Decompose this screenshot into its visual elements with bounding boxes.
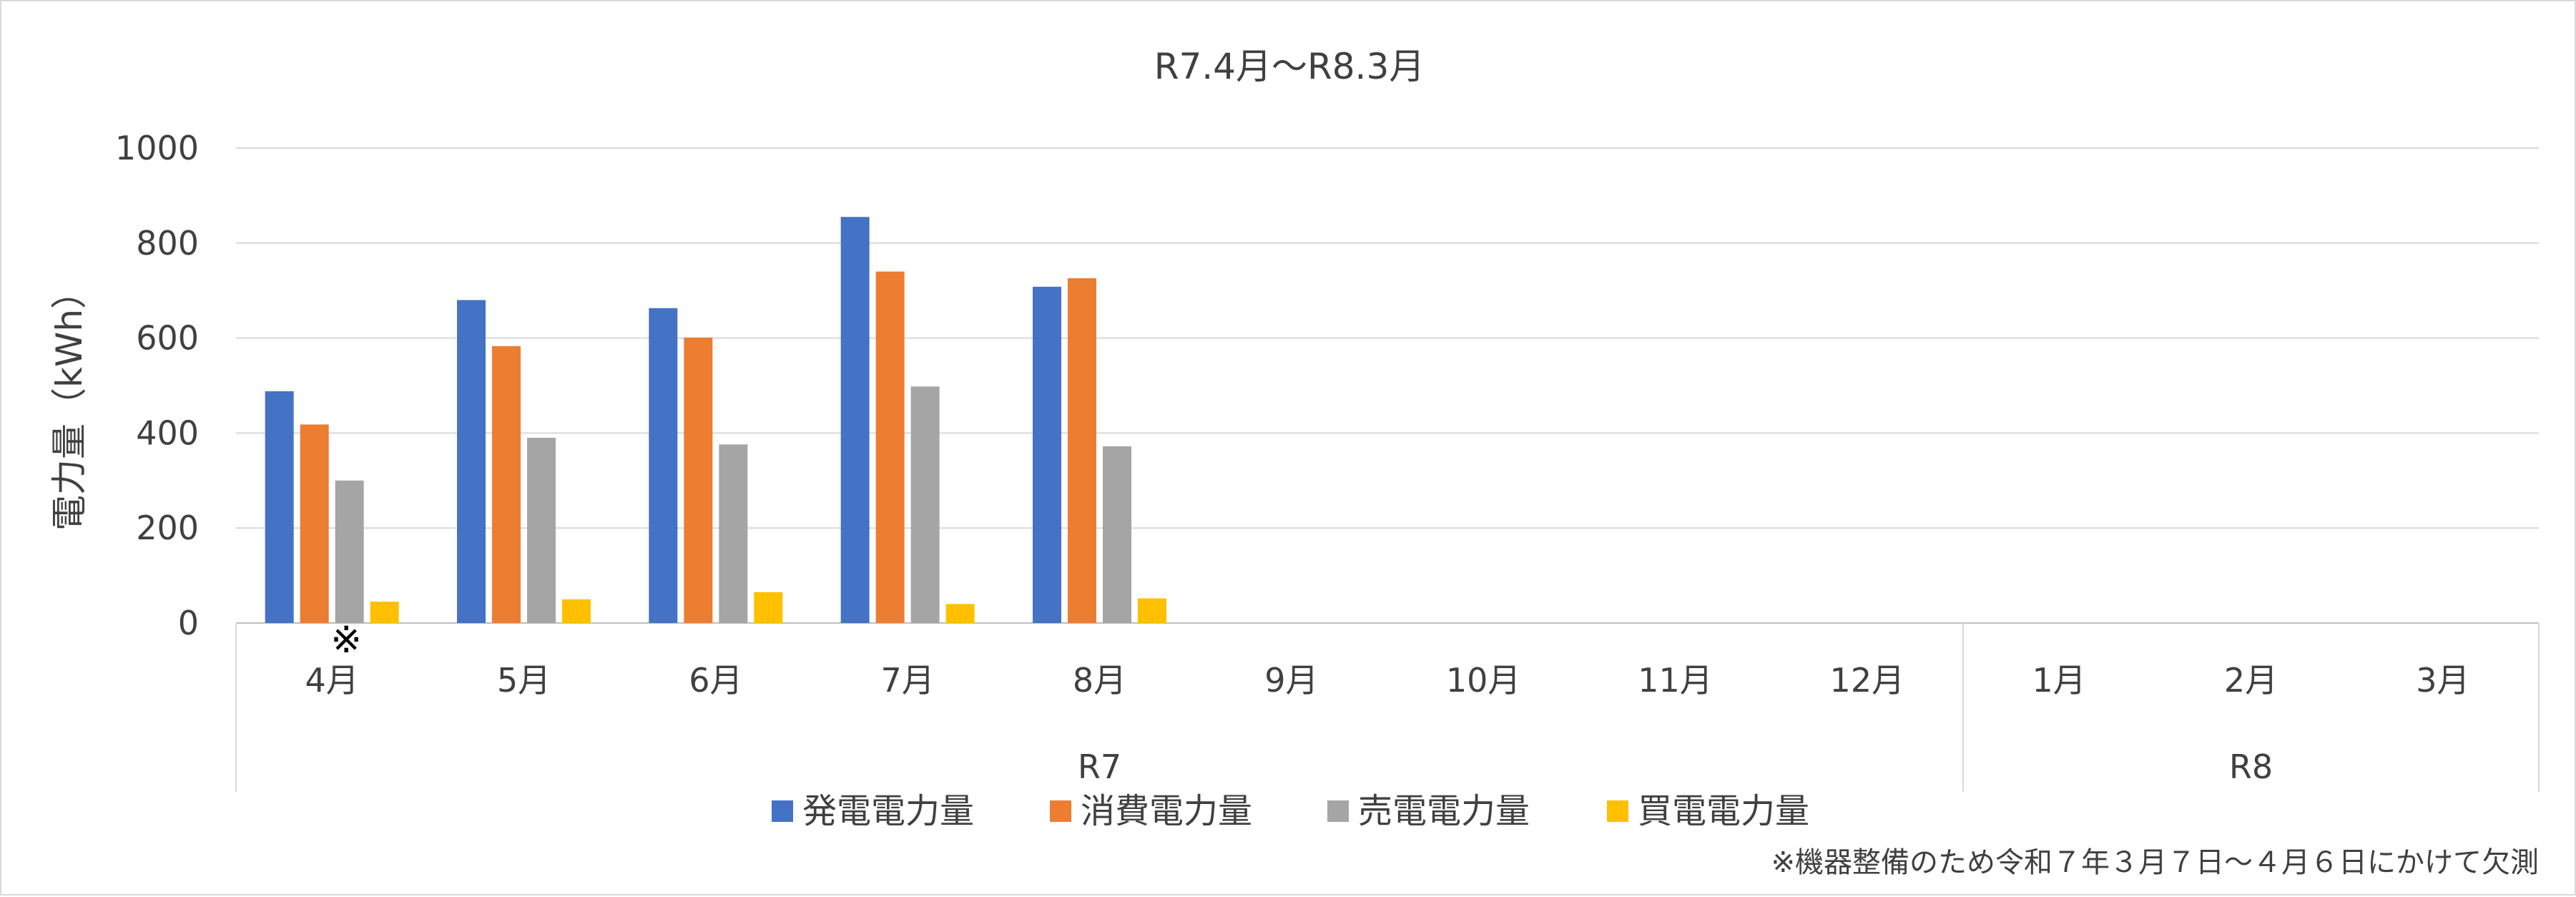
y-tick-label: 400 [136, 413, 199, 452]
bar [457, 300, 486, 623]
bar [1103, 446, 1131, 623]
x-tick-label: 11月 [1638, 661, 1713, 700]
bar [754, 592, 783, 623]
x-tick-label: 3月 [2416, 661, 2469, 700]
bar [527, 438, 556, 623]
bar [562, 599, 591, 623]
y-tick-label: 600 [136, 319, 199, 358]
x-tick-label: 6月 [689, 661, 742, 700]
legend-swatch [1050, 800, 1071, 822]
footnote: ※機器整備のため令和７年３月７日～４月６日にかけて欠測 [1771, 846, 2539, 879]
y-tick-label: 1000 [115, 129, 199, 167]
gridlines: 0 200 400 600 800 1000 [115, 129, 2539, 642]
x-group-label: R7 [1078, 748, 1121, 786]
x-tick-label: 5月 [497, 661, 551, 700]
x-tick-label: 7月 [881, 661, 935, 700]
bar [1033, 286, 1061, 623]
bar [945, 604, 975, 623]
bar [265, 391, 294, 623]
bar [1138, 598, 1166, 623]
chart-title: R7.4月～R8.3月 [1154, 46, 1425, 87]
x-tick-label: 1月 [2032, 661, 2086, 700]
legend-swatch [1607, 800, 1628, 822]
bar [910, 386, 940, 623]
y-axis-title: 電力量（kWh） [49, 273, 90, 531]
legend-label: 売電電力量 [1358, 791, 1530, 831]
x-tick-label: 10月 [1446, 661, 1521, 700]
bar [875, 271, 905, 623]
bar [492, 345, 521, 623]
legend-swatch [772, 800, 793, 822]
legend: 発電電力量 消費電力量 売電電力量 買電電力量 [772, 791, 1809, 831]
y-tick-label: 0 [178, 604, 199, 642]
x-group-label: R8 [2229, 748, 2273, 786]
x-tick-label: 12月 [1830, 661, 1905, 700]
legend-label: 買電電力量 [1638, 791, 1809, 831]
x-tick-label: 2月 [2224, 661, 2278, 700]
bars: ※ [265, 217, 1166, 662]
bar [649, 308, 678, 623]
bar [370, 602, 399, 623]
bar [1068, 278, 1096, 623]
bar [840, 217, 870, 623]
bar [719, 444, 748, 623]
annotation-mark: ※ [330, 619, 362, 662]
bar [300, 424, 329, 623]
legend-label: 消費電力量 [1081, 791, 1252, 831]
legend-label: 発電電力量 [802, 791, 974, 831]
legend-swatch [1327, 800, 1349, 822]
x-tick-label: 8月 [1073, 661, 1126, 700]
x-tick-label: 4月 [305, 661, 359, 700]
y-tick-label: 800 [136, 224, 199, 263]
bar [335, 480, 364, 623]
bar [684, 337, 713, 623]
x-axis: 4月 5月 6月 7月 8月 9月 10月 11月 12月 1月 2月 3月 R7 R8 [235, 623, 2540, 792]
x-tick-label: 9月 [1264, 661, 1318, 700]
y-tick-label: 200 [136, 509, 199, 547]
